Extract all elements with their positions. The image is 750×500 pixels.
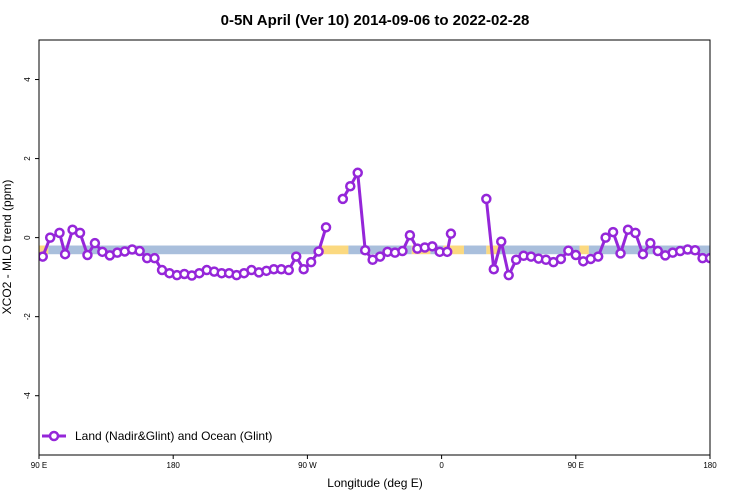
y-axis-label: XCO2 - MLO trend (ppm) [0, 180, 14, 315]
data-point [313, 246, 324, 257]
data-point [82, 249, 93, 261]
data-point [481, 193, 492, 205]
y-tick-label: 4 [23, 77, 32, 82]
x-tick-label: 180 [703, 461, 717, 470]
band-segment-ocean [588, 245, 710, 255]
data-point [89, 237, 101, 249]
data-point [134, 245, 145, 257]
data-point [607, 226, 619, 238]
data-point [427, 241, 438, 252]
x-axis-label: Longitude (deg E) [327, 476, 422, 490]
band-segment-land [320, 245, 349, 255]
data-point [39, 251, 48, 262]
x-tick-label: 0 [439, 461, 444, 470]
band-segment-land [579, 245, 589, 255]
data-point [298, 263, 309, 275]
y-tick-label: -2 [23, 313, 32, 321]
band-segment-ocean [348, 245, 412, 255]
data-point [320, 222, 332, 233]
data-point [563, 245, 574, 256]
data-point [495, 236, 507, 247]
data-point [404, 229, 416, 241]
data-point [570, 249, 582, 261]
data-point [345, 180, 356, 192]
data-point [615, 248, 626, 259]
y-tick-label: 2 [23, 156, 32, 161]
band-segment-ocean [499, 245, 580, 255]
data-point [652, 245, 664, 257]
data-point [337, 193, 349, 205]
data-point [74, 227, 86, 239]
data-point [630, 227, 641, 239]
y-axis: -4 -2 0 2 4 [23, 77, 39, 400]
x-tick-label: 90 E [568, 461, 584, 470]
data-point [290, 251, 302, 262]
data-point [352, 167, 363, 179]
band-segment-land [443, 245, 464, 255]
data-point [441, 246, 453, 258]
data-point [305, 256, 317, 268]
band-segment-land [39, 245, 49, 255]
data-point [397, 245, 408, 257]
band-segment-ocean [463, 245, 487, 255]
data-point [637, 248, 649, 260]
data-point [374, 251, 386, 262]
band-segment-ocean [48, 245, 321, 255]
data-point [488, 263, 500, 275]
data-point [283, 264, 295, 276]
legend-label: Land (Nadir&Glint) and Ocean (Glint) [75, 429, 272, 443]
data-point [555, 253, 567, 265]
data-point [149, 252, 160, 264]
data-point [592, 251, 604, 262]
y-tick-label: 0 [23, 235, 32, 240]
data-point [689, 245, 701, 256]
data-point [54, 227, 65, 239]
data-point [44, 232, 56, 243]
data-point [713, 266, 721, 274]
data-point [600, 232, 611, 243]
x-tick-label: 90 E [31, 461, 47, 470]
legend: Land (Nadir&Glint) and Ocean (Glint) [42, 429, 272, 443]
data-point [645, 237, 656, 249]
data-point [59, 248, 71, 260]
series-layer [39, 167, 729, 281]
legend-marker [48, 430, 60, 442]
chart-title: 0-5N April (Ver 10) 2014-09-06 to 2022-0… [221, 12, 530, 29]
data-point [704, 252, 710, 264]
x-tick-label: 90 W [298, 461, 317, 470]
x-tick-label: 180 [167, 461, 181, 470]
data-point [503, 269, 514, 281]
plot-frame [38, 39, 711, 456]
data-point [445, 228, 457, 239]
data-point [721, 269, 729, 277]
y-tick-label: -4 [23, 392, 32, 400]
x-axis: 90 E 180 90 W 0 90 E 180 [31, 455, 717, 470]
data-point [359, 245, 371, 256]
